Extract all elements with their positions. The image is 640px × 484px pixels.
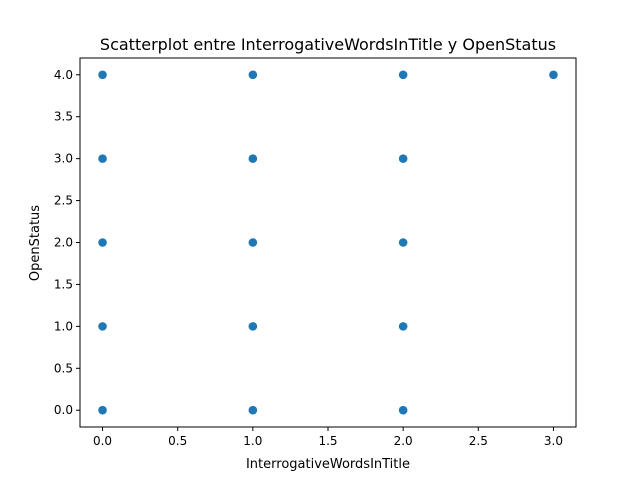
data-point (248, 70, 258, 80)
x-tick-label: 1.5 (318, 434, 337, 448)
data-point (98, 238, 107, 247)
x-tick-label: 2.5 (469, 434, 488, 448)
chart-title: Scatterplot entre InterrogativeWordsInTi… (100, 35, 556, 54)
y-tick-label: 3.5 (54, 110, 73, 124)
x-tick-label: 0.0 (93, 434, 112, 448)
data-point (398, 70, 408, 80)
data-point (398, 405, 408, 415)
y-tick-label: 2.0 (54, 236, 73, 250)
y-tick-label: 1.5 (54, 277, 73, 291)
data-point (248, 405, 258, 415)
data-point (248, 322, 258, 331)
y-tick-label: 0.5 (54, 361, 73, 375)
data-point (549, 70, 558, 80)
data-point (248, 154, 258, 163)
y-tick-label: 4.0 (54, 68, 73, 82)
y-axis: 0.0 0.5 1.0 1.5 2.0 2.5 3.0 3.5 4.0 (54, 68, 80, 417)
y-tick-label: 3.0 (54, 152, 73, 166)
data-point (398, 154, 408, 163)
plot-frame (79, 57, 577, 428)
y-tick-label: 2.5 (54, 194, 73, 208)
x-tick-label: 2.0 (394, 434, 413, 448)
data-point (398, 238, 408, 247)
x-tick-label: 0.5 (168, 434, 187, 448)
data-point (248, 238, 258, 247)
x-tick-label: 1.0 (243, 434, 262, 448)
x-axis-title: InterrogativeWordsInTitle (246, 457, 410, 472)
data-point (98, 154, 107, 163)
data-point (98, 322, 107, 331)
data-point (98, 70, 107, 80)
x-axis: 0.0 0.5 1.0 1.5 2.0 2.5 3.0 (93, 427, 563, 448)
data-point (98, 405, 107, 415)
points-layer (98, 70, 558, 415)
y-axis-title: OpenStatus (28, 205, 43, 281)
y-tick-label: 1.0 (54, 319, 73, 333)
y-tick-label: 0.0 (54, 403, 73, 417)
data-point (398, 322, 408, 331)
x-tick-label: 3.0 (544, 434, 563, 448)
